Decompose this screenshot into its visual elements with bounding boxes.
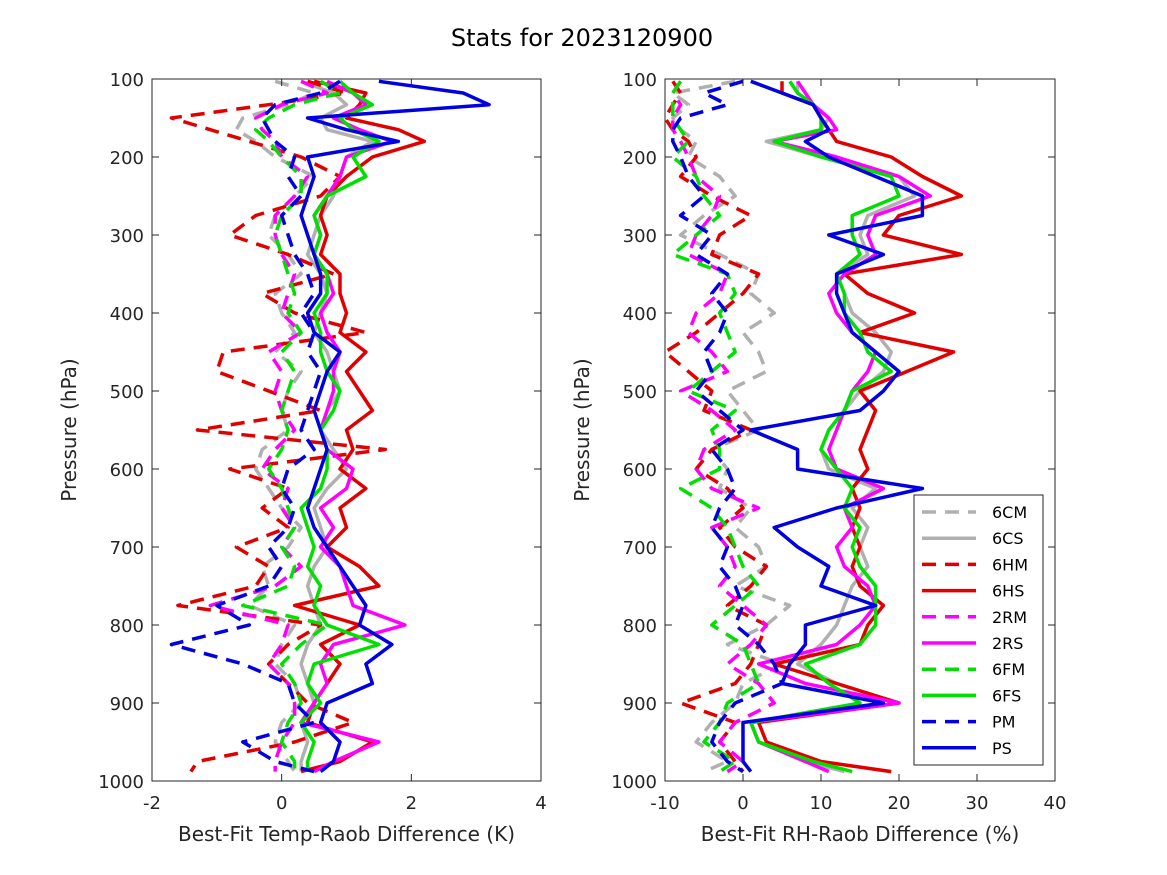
axes-panel-1: -2 0 2 4 100 200 300 400 500 600 700 800 900 1000 Best… bbox=[57, 70, 547, 846]
y-tick-label: 700 bbox=[110, 538, 144, 559]
y-tick-label: 500 bbox=[623, 382, 657, 403]
y-tick-label: 200 bbox=[110, 148, 144, 169]
axes-box bbox=[151, 78, 542, 782]
y-tick-label: 900 bbox=[110, 694, 144, 715]
x-tick-label: 30 bbox=[966, 793, 989, 814]
legend-box bbox=[913, 494, 1044, 766]
x-tick-label: 20 bbox=[888, 793, 911, 814]
series-line-6fs bbox=[299, 79, 381, 772]
x-tick-label: 10 bbox=[810, 793, 833, 814]
series-line-6fm bbox=[671, 80, 761, 774]
legend-label-6hs: 6HS bbox=[992, 582, 1024, 601]
series-line-ps bbox=[741, 79, 925, 773]
x-tick-label: 2 bbox=[406, 793, 417, 814]
legend-label-6cs: 6CS bbox=[992, 529, 1024, 548]
y-tick-label: 600 bbox=[110, 460, 144, 481]
x-axis-label: Best-Fit Temp-Raob Difference (K) bbox=[178, 822, 515, 846]
x-tick-label: 40 bbox=[1044, 793, 1067, 814]
y-tick-label: 300 bbox=[623, 226, 657, 247]
series-line-pm bbox=[169, 79, 341, 774]
x-tick-label: 0 bbox=[737, 793, 748, 814]
series-line-6cm bbox=[671, 79, 792, 774]
series-line-2rs bbox=[299, 79, 407, 774]
y-tick-label: 400 bbox=[623, 304, 657, 325]
y-tick-label: 400 bbox=[110, 304, 144, 325]
legend-label-6hm: 6HM bbox=[992, 555, 1028, 574]
series-line-2rm bbox=[671, 80, 776, 774]
figure-title: Stats for 2023120900 bbox=[451, 24, 713, 52]
axes-panel-2: -10 0 10 20 30 40 100 200 300 400 500 600 700 800 900 1… bbox=[570, 70, 1066, 846]
y-tick-label: 600 bbox=[623, 460, 657, 481]
y-tick-label: 800 bbox=[110, 616, 144, 637]
x-tick-label: 4 bbox=[535, 793, 546, 814]
legend: 6CM 6CS 6HM 6HS 2RM 2RS 6FM 6FS PM PS bbox=[913, 494, 1044, 766]
series-group bbox=[169, 79, 491, 774]
y-tick-label: 300 bbox=[110, 226, 144, 247]
y-tick-label: 100 bbox=[623, 70, 657, 91]
x-tick-label: -10 bbox=[650, 793, 679, 814]
y-axis-label: Pressure (hPa) bbox=[57, 358, 81, 501]
x-tick-label: 0 bbox=[276, 793, 287, 814]
axes-box bbox=[664, 78, 1056, 782]
series-line-6fm bbox=[241, 79, 342, 772]
y-tick-label: 900 bbox=[623, 694, 657, 715]
legend-label-ps: PS bbox=[992, 739, 1012, 758]
y-tick-label: 1000 bbox=[98, 772, 144, 793]
legend-label-6fm: 6FM bbox=[992, 660, 1025, 679]
x-tick-label: -2 bbox=[143, 793, 161, 814]
y-axis-label: Pressure (hPa) bbox=[570, 358, 594, 501]
y-tick-label: 100 bbox=[110, 70, 144, 91]
y-tick-label: 500 bbox=[110, 382, 144, 403]
legend-label-6cm: 6CM bbox=[992, 503, 1027, 522]
series-group bbox=[665, 79, 964, 774]
legend-label-pm: PM bbox=[992, 713, 1015, 732]
x-axis-label: Best-Fit RH-Raob Difference (%) bbox=[701, 822, 1020, 846]
series-line-ps bbox=[299, 79, 491, 773]
legend-label-6fs: 6FS bbox=[992, 686, 1021, 705]
series-line-pm bbox=[671, 79, 784, 774]
series-line-6hs bbox=[756, 81, 964, 774]
y-tick-label: 700 bbox=[623, 538, 657, 559]
y-tick-label: 800 bbox=[623, 616, 657, 637]
legend-label-2rs: 2RS bbox=[992, 634, 1023, 653]
y-tick-label: 1000 bbox=[611, 772, 657, 793]
y-tick-label: 200 bbox=[623, 148, 657, 169]
legend-label-2rm: 2RM bbox=[992, 608, 1027, 627]
